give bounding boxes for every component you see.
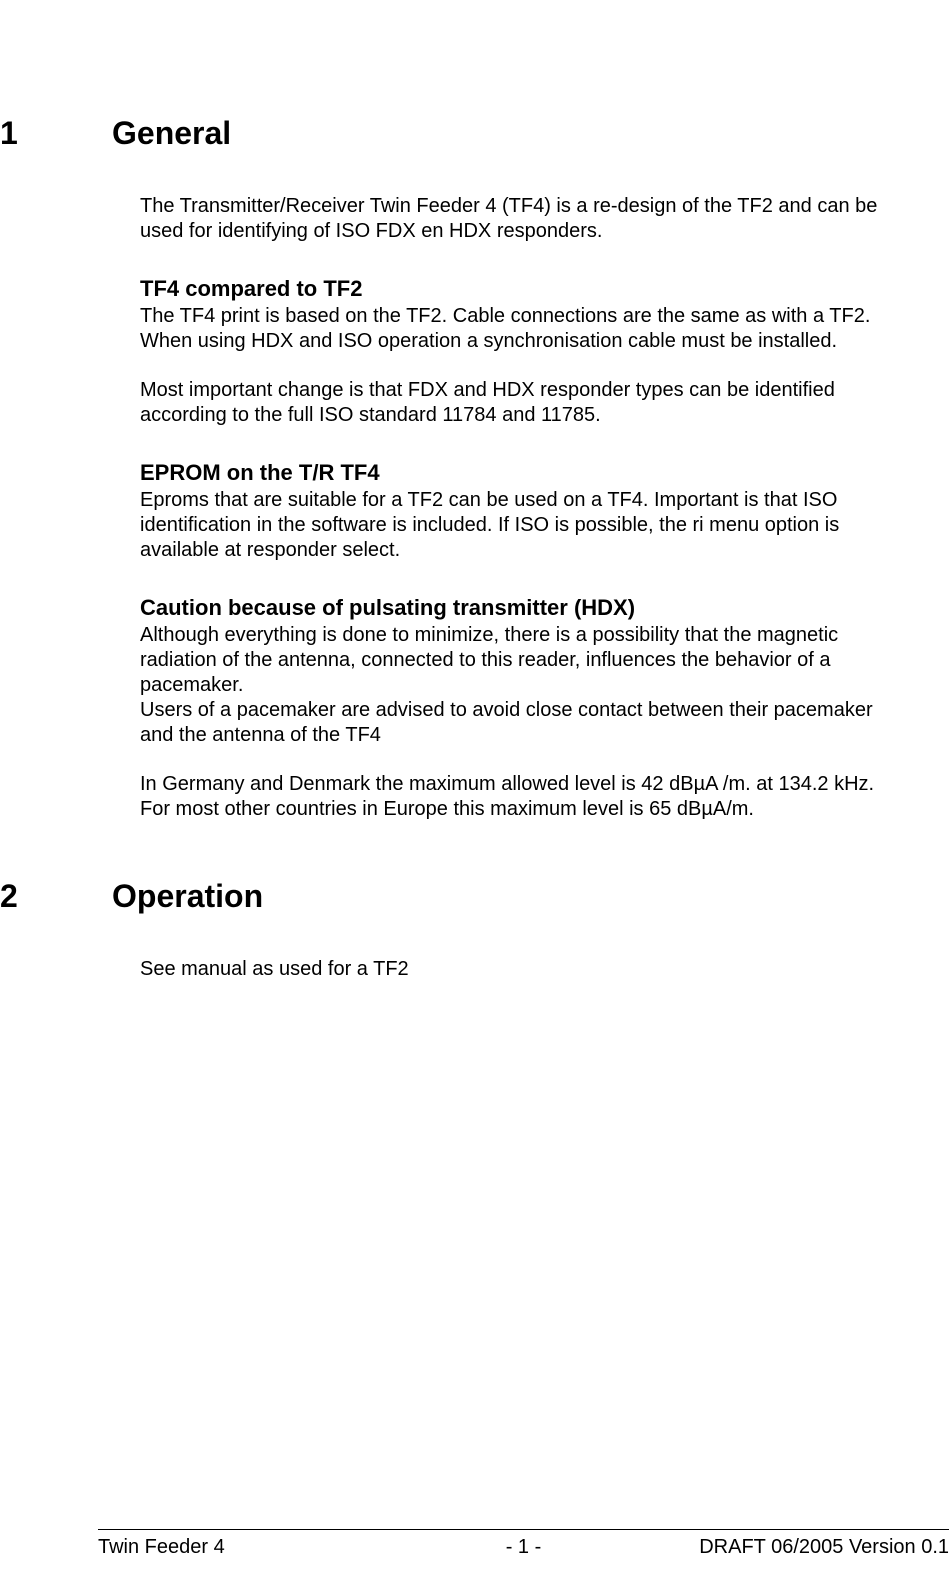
footer-row: Twin Feeder 4 - 1 - DRAFT 06/2005 Versio… [98, 1536, 949, 1559]
section-1-intro: The Transmitter/Receiver Twin Feeder 4 (… [140, 194, 881, 244]
section-1-body: The Transmitter/Receiver Twin Feeder 4 (… [140, 194, 881, 822]
footer-right: DRAFT 06/2005 Version 0.1 [665, 1536, 949, 1559]
section-2-title: Operation [112, 878, 263, 915]
sub1-p1: The TF4 print is based on the TF2. Cable… [140, 304, 881, 354]
section-1-title: General [112, 115, 231, 152]
section-2-p1: See manual as used for a TF2 [140, 957, 881, 982]
subsection-caution-title: Caution because of pulsating transmitter… [140, 595, 881, 621]
page-footer: Twin Feeder 4 - 1 - DRAFT 06/2005 Versio… [0, 1529, 951, 1559]
footer-left: Twin Feeder 4 [98, 1536, 382, 1559]
sub3-p2: Users of a pacemaker are advised to avoi… [140, 698, 881, 748]
section-1-number: 1 [0, 115, 112, 152]
footer-page-number: - 1 - [382, 1536, 666, 1559]
section-2-heading: 2 Operation [0, 878, 881, 915]
document-page: 1 General The Transmitter/Receiver Twin … [0, 0, 951, 1571]
footer-rule [98, 1529, 949, 1530]
sub2-p1: Eproms that are suitable for a TF2 can b… [140, 488, 881, 563]
section-1-heading: 1 General [0, 115, 881, 152]
section-2-number: 2 [0, 878, 112, 915]
sub3-p1: Although everything is done to minimize,… [140, 623, 881, 698]
sub3-p3: In Germany and Denmark the maximum allow… [140, 772, 881, 822]
subsection-eprom-title: EPROM on the T/R TF4 [140, 460, 881, 486]
section-2-body: See manual as used for a TF2 [140, 957, 881, 982]
subsection-tf4-compared-title: TF4 compared to TF2 [140, 276, 881, 302]
sub1-p2: Most important change is that FDX and HD… [140, 378, 881, 428]
